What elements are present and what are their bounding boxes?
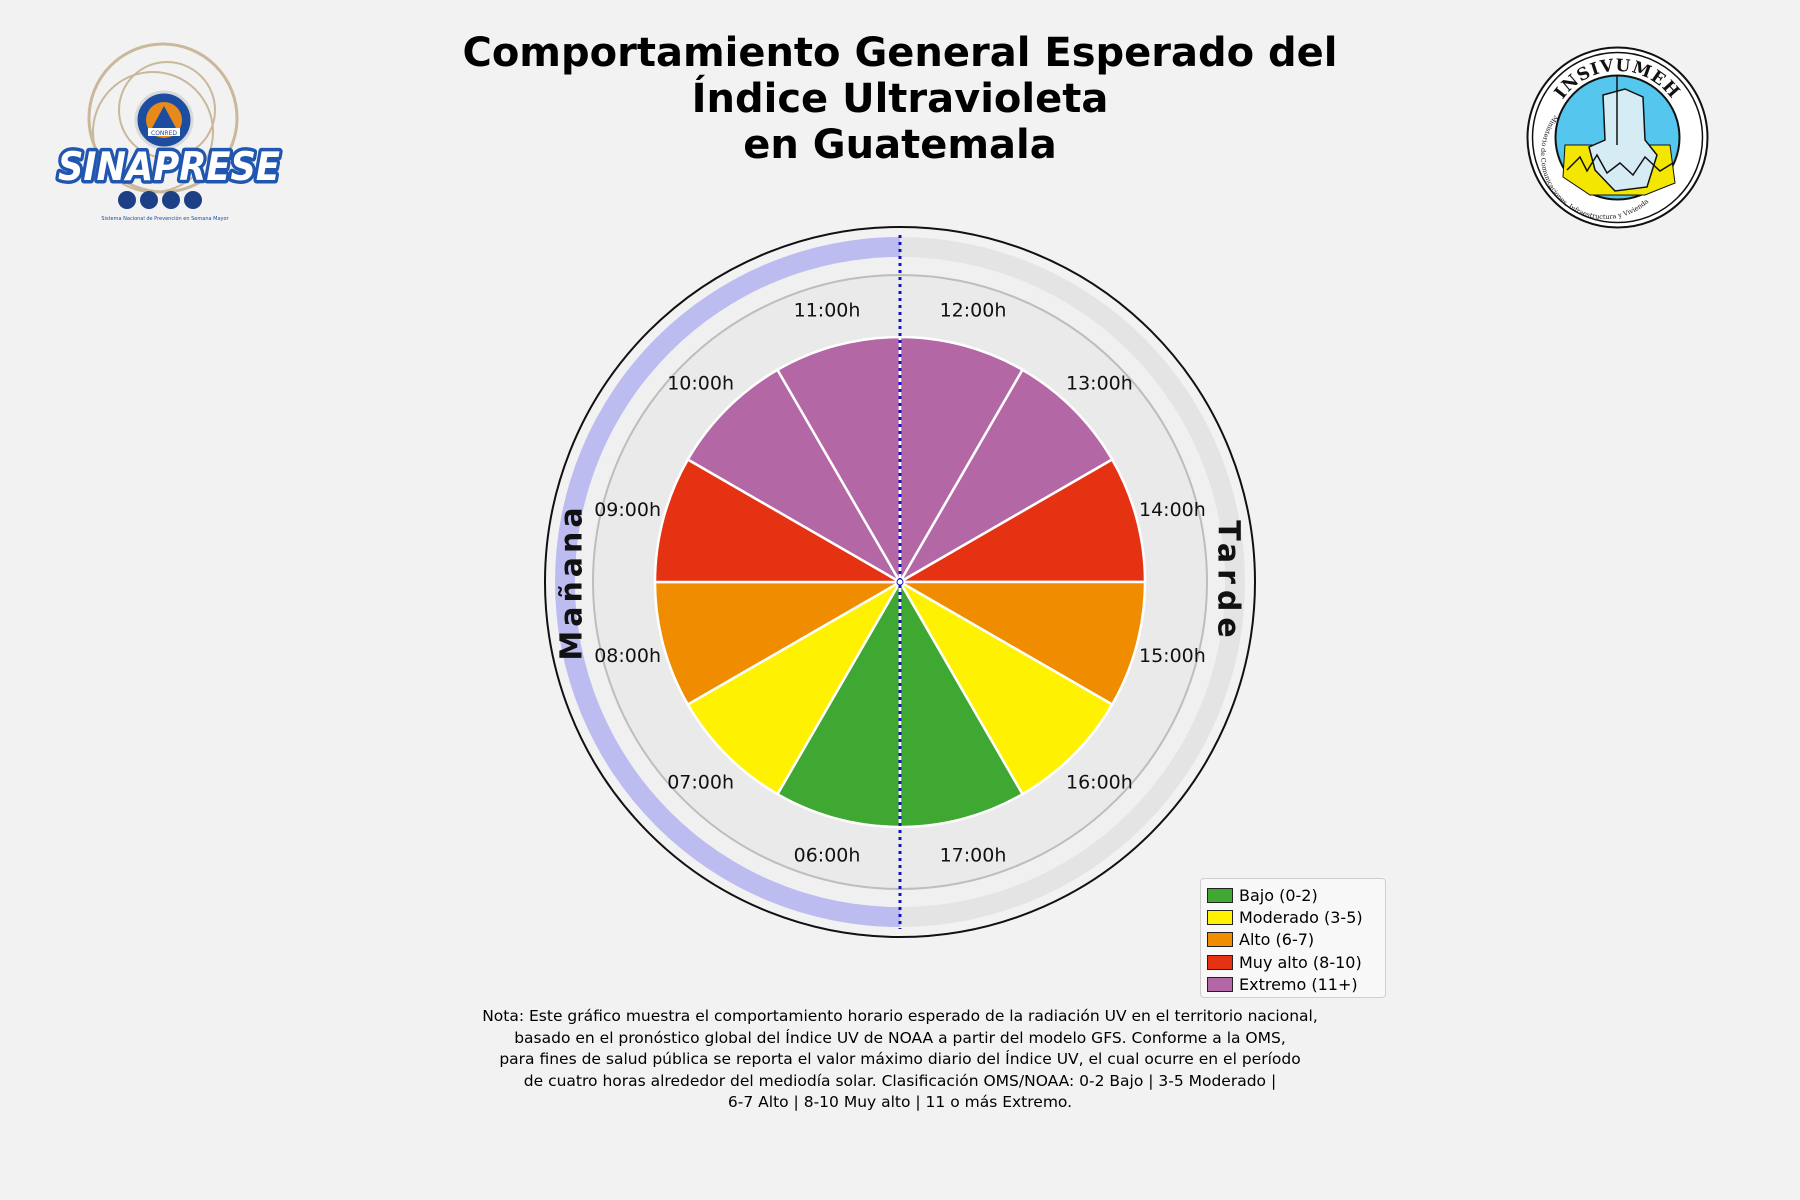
hour-label: 09:00h [594,499,661,521]
legend-label: Muy alto (8-10) [1239,952,1362,972]
logo-left-subtitle: Sistema Nacional de Prevención en Semana… [101,215,229,222]
side-label-tarde: Tarde [1211,520,1246,643]
title-line: en Guatemala [743,122,1057,168]
hour-label: 07:00h [667,771,734,793]
legend-swatch [1207,910,1233,926]
chart-legend: Bajo (0-2) Moderado (3-5) Alto (6-7) Muy… [1200,878,1386,998]
legend-swatch [1207,954,1233,970]
hour-label: 16:00h [1066,771,1133,793]
uv-sector [775,577,902,829]
svg-text:SINAPRESE: SINAPRESE [58,145,280,190]
hour-label: 11:00h [794,300,861,322]
uv-sector [895,580,1147,707]
uv-sector [898,577,1025,829]
uv-sector [895,457,1147,584]
logo-left-seal-text: CONRED [151,130,177,137]
hour-label: 06:00h [794,844,861,866]
legend-item: Alto (6-7) [1207,929,1379,951]
side-label-manana: Mañana [555,503,590,660]
uv-sector [898,335,1025,587]
hour-label: 14:00h [1139,499,1206,521]
uv-sector [896,368,1114,586]
legend-swatch [1207,932,1233,948]
uv-sector [896,578,1114,796]
title-line: Comportamiento General Esperado del [462,30,1338,76]
legend-swatch [1207,887,1233,903]
hour-label: 15:00h [1139,645,1206,667]
logo-left-text: SINAPRESE [58,145,280,190]
uv-sector [686,578,904,796]
legend-item: Extremo (11+) [1207,974,1379,996]
note-line: basado en el pronóstico global del Índic… [514,1028,1286,1047]
hour-label: 10:00h [667,373,734,395]
uv-sector [686,368,904,586]
legend-label: Moderado (3-5) [1239,908,1363,928]
chart-note: Nota: Este gráfico muestra el comportami… [300,1006,1500,1114]
legend-label: Extremo (11+) [1239,975,1358,995]
hour-label: 13:00h [1066,373,1133,395]
legend-item: Muy alto (8-10) [1207,951,1379,973]
uv-sector [775,335,902,587]
sinaprese-logo: CONRED SINAPRESE SINAPRESE Sistema Nacio… [55,42,284,222]
note-line: 6-7 Alto | 8-10 Muy alto | 11 o más Extr… [727,1093,1073,1111]
title-line: Índice Ultravioleta [691,76,1109,122]
hour-label: 12:00h [940,300,1007,322]
legend-label: Alto (6-7) [1239,930,1315,950]
note-line: Nota: Este gráfico muestra el comportami… [482,1007,1318,1025]
legend-item: Bajo (0-2) [1207,884,1379,906]
uv-sector [653,457,905,584]
note-line: de cuatro horas alrededor del mediodía s… [523,1071,1277,1090]
legend-label: Bajo (0-2) [1239,885,1318,905]
center-dot [896,578,904,586]
chart-title: Comportamiento General Esperado del Índi… [0,30,1800,168]
uv-sector [653,580,905,707]
legend-swatch [1207,977,1233,993]
hour-label: 17:00h [940,844,1007,866]
hour-label: 08:00h [594,645,661,667]
legend-item: Moderado (3-5) [1207,906,1379,928]
note-line: para fines de salud pública se reporta e… [499,1050,1301,1068]
insivumeh-logo: INSIVUMEH Ministerio de Comunicaciones, … [1526,46,1709,229]
